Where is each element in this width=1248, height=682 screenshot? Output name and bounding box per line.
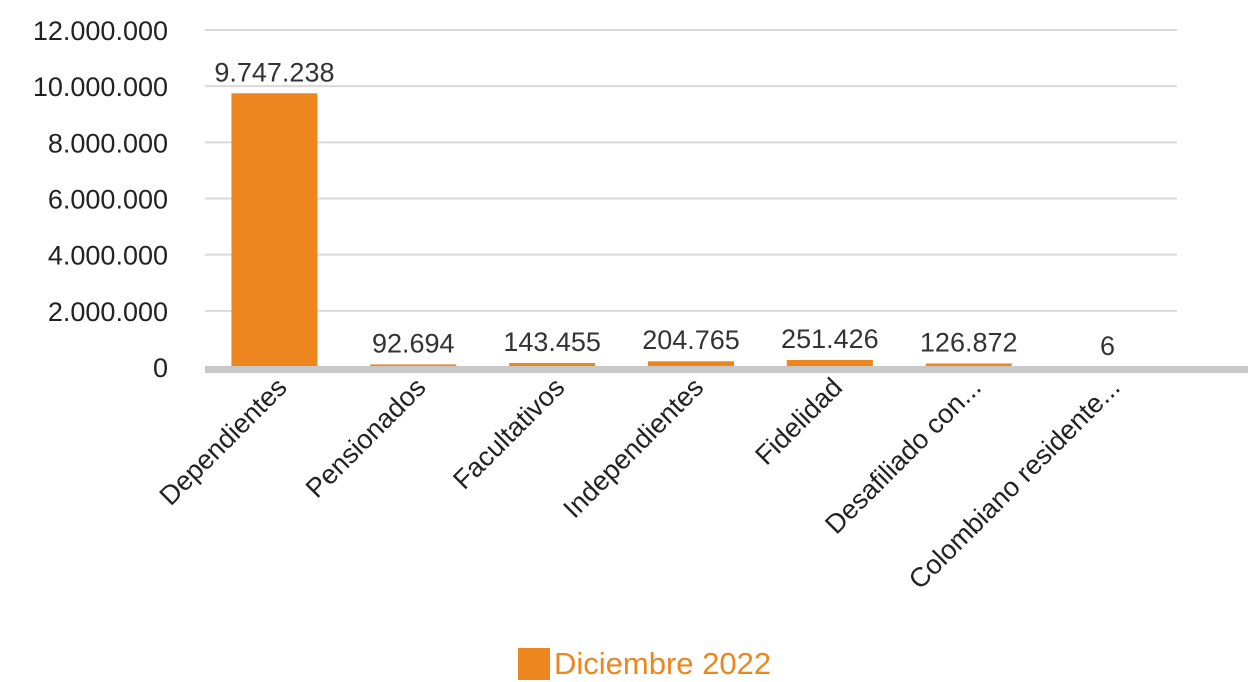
data-label: 9.747.238 xyxy=(214,57,334,87)
data-label: 92.694 xyxy=(372,328,455,358)
gridlines xyxy=(205,30,1177,311)
legend: Diciembre 2022 xyxy=(518,646,771,682)
x-axis-line xyxy=(205,366,1248,373)
data-label: 143.455 xyxy=(503,327,601,357)
y-tick-label: 0 xyxy=(153,353,168,383)
bar-chart: 0 2.000.000 4.000.000 6.000.000 8.000.000 10.… xyxy=(0,0,1248,640)
x-tick-label: Pensionados xyxy=(300,372,432,504)
y-tick-label: 10.000.000 xyxy=(33,72,168,102)
x-tick-label: Independientes xyxy=(557,372,709,524)
bar xyxy=(787,360,873,367)
x-tick-label: Dependientes xyxy=(154,372,293,511)
y-tick-label: 8.000.000 xyxy=(48,128,168,158)
x-tick-label: Facultativos xyxy=(447,372,570,495)
legend-swatch xyxy=(518,648,550,680)
bar xyxy=(231,93,317,367)
y-tick-label: 12.000.000 xyxy=(33,16,168,46)
y-axis-ticks: 0 2.000.000 4.000.000 6.000.000 8.000.000 10.… xyxy=(33,16,168,383)
y-tick-label: 2.000.000 xyxy=(48,297,168,327)
legend-label: Diciembre 2022 xyxy=(554,646,771,682)
y-tick-label: 4.000.000 xyxy=(48,241,168,271)
x-axis xyxy=(205,366,1248,373)
y-tick-label: 6.000.000 xyxy=(48,185,168,215)
data-label: 204.765 xyxy=(642,325,740,355)
data-label: 126.872 xyxy=(920,327,1018,357)
x-tick-label: Fidelidad xyxy=(749,372,848,471)
data-labels: 9.747.238 92.694 143.455 204.765 251.426 126.… xyxy=(214,57,1115,361)
data-label: 6 xyxy=(1100,331,1115,361)
data-label: 251.426 xyxy=(781,324,879,354)
